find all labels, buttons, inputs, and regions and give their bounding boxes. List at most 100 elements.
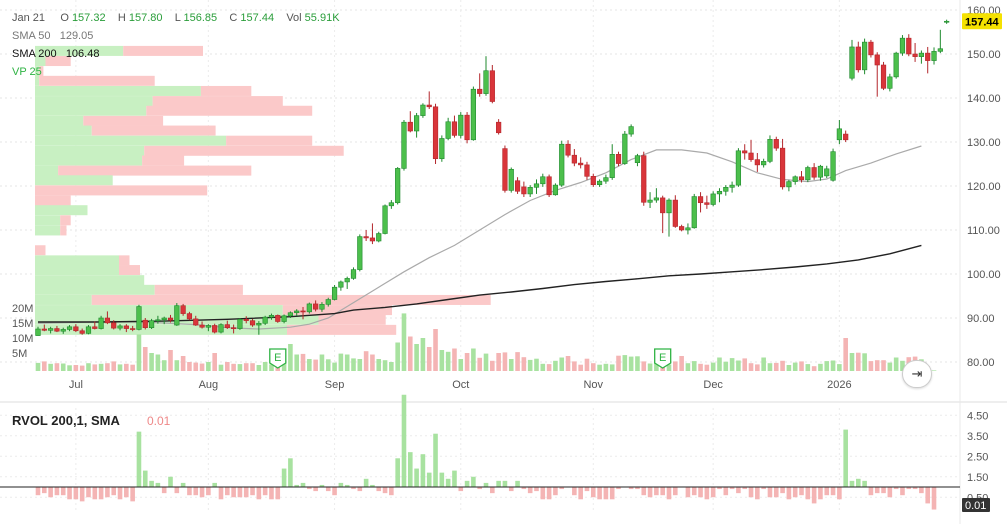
volume-bar: [187, 362, 192, 371]
candle-body: [944, 20, 950, 23]
volume-bar: [414, 344, 419, 371]
time-tick-label: Oct: [452, 379, 469, 391]
candle-body: [281, 315, 287, 322]
candle-body: [249, 320, 256, 326]
vp-bar-down: [154, 284, 243, 295]
volume-bar: [92, 364, 98, 371]
candle-body: [622, 133, 628, 164]
volume-bar: [830, 360, 836, 371]
rvol-bar: [483, 482, 489, 487]
rvol-bar: [553, 487, 558, 496]
candle-body: [773, 139, 779, 149]
sma200-legend[interactable]: SMA 200 106.48: [12, 48, 99, 60]
candle-body: [458, 114, 464, 136]
volume-bar: [849, 353, 855, 371]
price-tick-label: 140.00: [967, 93, 1001, 105]
jump-to-latest-button[interactable]: ⇥: [902, 360, 932, 388]
volume-bar: [874, 360, 880, 371]
rvol-bar: [149, 480, 154, 487]
volume-bar: [149, 353, 154, 371]
vp-bar-up: [35, 96, 153, 107]
volume-bar: [685, 363, 691, 371]
sma200-value: 106.48: [65, 48, 100, 60]
candle-body: [855, 46, 861, 71]
rvol-bar: [325, 487, 331, 492]
vp-bar-down: [146, 105, 313, 116]
vp-bar-up: [35, 75, 40, 86]
rvol-bar: [60, 487, 66, 496]
rvol-bar: [357, 487, 363, 492]
candle-body: [937, 48, 943, 52]
rvol-bar: [534, 487, 539, 492]
rvol-bar: [48, 487, 53, 498]
volume-bar: [717, 357, 722, 371]
vp-bar-up: [35, 294, 92, 305]
vp-legend[interactable]: VP 25: [12, 66, 42, 78]
rvol-bar: [433, 433, 438, 487]
volume-bar: [881, 360, 886, 371]
candle-body: [779, 147, 786, 188]
volume-bar: [237, 364, 243, 371]
rvol-bar: [294, 484, 300, 487]
candlesticks[interactable]: [35, 19, 950, 336]
volume-bar: [553, 360, 558, 371]
rvol-bar: [35, 487, 41, 496]
candle-body: [514, 180, 521, 192]
vp-bar-up: [35, 155, 143, 166]
rvol-bar: [269, 487, 274, 500]
volume-bar: [445, 351, 451, 371]
rvol-bar: [275, 487, 281, 500]
candle-body: [174, 305, 180, 326]
high-value: 157.80: [128, 12, 163, 24]
candle-body: [388, 202, 394, 207]
rvol-bar: [363, 478, 369, 487]
candle-body: [218, 324, 224, 333]
volume-bar: [786, 365, 792, 371]
vp-bar-up: [35, 125, 92, 136]
vp-bar-down: [200, 85, 252, 96]
rvol-bar: [155, 482, 161, 487]
rvol-bar: [124, 487, 129, 498]
rvol-bar: [307, 487, 312, 490]
rvol-label[interactable]: RVOL 200,1, SMA: [12, 413, 120, 428]
candle-body: [357, 236, 363, 270]
volume-bar: [48, 363, 53, 371]
candle-body: [887, 76, 893, 89]
rvol-bar: [142, 470, 148, 487]
earnings-marker-icon: [269, 348, 287, 369]
volume-bar: [540, 363, 546, 371]
volume-bar: [565, 356, 571, 371]
volume-bar: [300, 353, 306, 371]
last-price-badge: [962, 13, 1002, 30]
volume-bar: [98, 363, 104, 371]
time-tick-label: 2026: [827, 379, 851, 391]
volume-bar: [79, 365, 85, 371]
volume-bar: [42, 361, 47, 371]
candle-body: [294, 310, 300, 314]
candle-body: [130, 328, 136, 330]
candle-body: [104, 317, 111, 324]
candle-body: [489, 70, 495, 102]
vp-bar-up: [35, 45, 124, 56]
rvol-bar: [647, 487, 653, 498]
candle-body: [439, 138, 445, 160]
volume-bar: [319, 354, 325, 371]
last-price-text: 157.44: [965, 16, 1000, 28]
price-tick-label: 100.00: [967, 269, 1001, 281]
vp-label: VP 25: [12, 66, 42, 78]
rvol-bar: [281, 468, 287, 487]
vp-bar-down: [152, 96, 283, 107]
volume-bar: [767, 363, 773, 371]
candle-body: [786, 181, 792, 188]
vp-bar-up: [35, 275, 145, 286]
volume-bar: [464, 353, 470, 371]
rvol-bar: [420, 454, 426, 487]
volume-bar: [407, 336, 413, 371]
sma50-legend[interactable]: SMA 50 129.05: [12, 30, 93, 42]
vp-bar-down: [35, 195, 71, 206]
volume-bar: [307, 359, 312, 371]
rvol-bar: [710, 487, 716, 498]
earnings-marker-label: E: [274, 352, 281, 364]
